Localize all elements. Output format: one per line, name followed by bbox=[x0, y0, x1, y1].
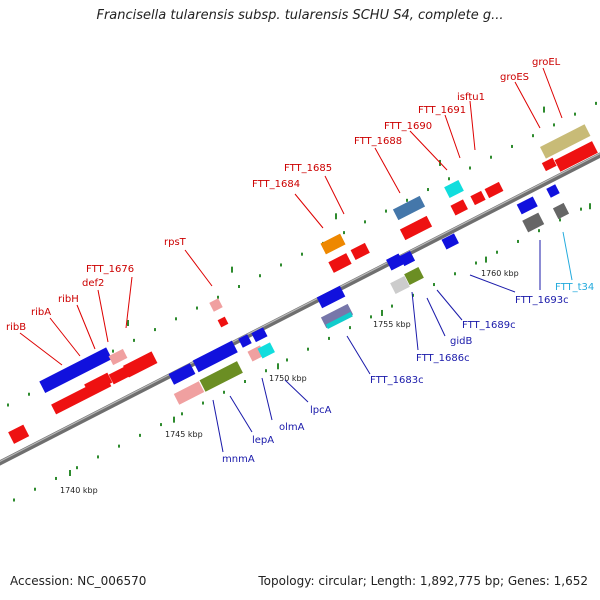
gene-label-mnmA[interactable]: mnmA bbox=[222, 454, 255, 465]
gene-feature[interactable] bbox=[209, 298, 223, 312]
gene-label-ribA[interactable]: ribA bbox=[31, 307, 51, 318]
gene-feature[interactable] bbox=[470, 190, 486, 206]
gene-label-FTT_1689c[interactable]: FTT_1689c bbox=[462, 320, 516, 331]
gene-feature[interactable] bbox=[399, 215, 433, 241]
accession-text: Accession: NC_006570 bbox=[10, 574, 147, 588]
gene-label-gidB[interactable]: gidB bbox=[450, 336, 472, 347]
gene-feature[interactable] bbox=[108, 348, 128, 366]
gene-feature[interactable] bbox=[350, 242, 370, 260]
gene-feature[interactable] bbox=[84, 372, 113, 395]
gene-label-ribB[interactable]: ribB bbox=[6, 322, 26, 333]
gene-feature[interactable] bbox=[316, 285, 346, 309]
scale-label-1740: 1740 kbp bbox=[60, 486, 98, 495]
gene-label-FTT_1686c[interactable]: FTT_1686c bbox=[416, 353, 470, 364]
gene-feature[interactable] bbox=[199, 361, 243, 392]
scale-label-1750: 1750 kbp bbox=[269, 374, 307, 383]
gene-feature[interactable] bbox=[516, 196, 538, 215]
gene-feature[interactable] bbox=[392, 195, 426, 221]
gene-feature[interactable] bbox=[450, 199, 468, 216]
gene-label-FTT_1684[interactable]: FTT_1684 bbox=[252, 179, 300, 190]
forward-strand-features bbox=[8, 124, 598, 444]
gene-feature[interactable] bbox=[238, 334, 252, 348]
gene-label-FTT_t34[interactable]: FTT_t34 bbox=[555, 282, 594, 293]
gene-feature[interactable] bbox=[390, 276, 410, 294]
gene-feature[interactable] bbox=[540, 124, 591, 159]
gene-feature[interactable] bbox=[546, 184, 560, 198]
gene-feature[interactable] bbox=[257, 342, 275, 359]
gene-feature[interactable] bbox=[552, 202, 570, 220]
gene-feature[interactable] bbox=[444, 180, 464, 198]
gene-label-FTT_1691[interactable]: FTT_1691 bbox=[418, 105, 466, 116]
gene-feature[interactable] bbox=[173, 381, 205, 405]
gene-feature[interactable] bbox=[320, 303, 354, 329]
gene-feature[interactable] bbox=[399, 250, 416, 267]
gene-feature[interactable] bbox=[39, 347, 113, 394]
minor-ticks bbox=[7, 101, 597, 502]
label-leader-lines bbox=[19, 67, 573, 453]
gene-feature[interactable] bbox=[251, 327, 268, 343]
gene-feature[interactable] bbox=[541, 157, 557, 172]
gene-feature[interactable] bbox=[328, 253, 352, 273]
reverse-strand-features bbox=[168, 184, 570, 405]
gene-label-FTT_1690[interactable]: FTT_1690 bbox=[384, 121, 432, 132]
gene-feature[interactable] bbox=[404, 267, 424, 285]
gene-label-groEL[interactable]: groEL bbox=[532, 57, 561, 68]
gene-label-lepA[interactable]: lepA bbox=[252, 435, 274, 446]
gene-label-isftu1[interactable]: isftu1 bbox=[457, 92, 485, 103]
gene-feature[interactable] bbox=[108, 366, 130, 385]
genome-backbone bbox=[0, 152, 600, 466]
gene-label-FTT_1683c[interactable]: FTT_1683c bbox=[370, 375, 424, 386]
gene-feature[interactable] bbox=[192, 340, 238, 373]
scale-label-1745: 1745 kbp bbox=[165, 430, 203, 439]
gene-feature[interactable] bbox=[484, 181, 504, 199]
gene-label-olmA[interactable]: olmA bbox=[279, 422, 305, 433]
gene-feature[interactable] bbox=[522, 212, 545, 233]
gene-feature[interactable] bbox=[320, 233, 346, 255]
gene-feature[interactable] bbox=[8, 424, 30, 444]
gene-feature[interactable] bbox=[441, 233, 459, 250]
gene-label-def2[interactable]: def2 bbox=[82, 278, 104, 289]
map-title: Francisella tularensis subsp. tularensis… bbox=[96, 8, 504, 23]
topology-text: Topology: circular; Length: 1,892,775 bp… bbox=[258, 574, 588, 588]
gene-label-lpcA[interactable]: lpcA bbox=[310, 405, 332, 416]
major-ticks bbox=[69, 106, 591, 476]
scale-label-1755: 1755 kbp bbox=[373, 320, 411, 329]
gene-feature[interactable] bbox=[554, 141, 598, 172]
gene-label-FTT_1688[interactable]: FTT_1688 bbox=[354, 136, 402, 147]
gene-feature[interactable] bbox=[217, 316, 229, 328]
gene-label-FTT_1693c[interactable]: FTT_1693c bbox=[515, 295, 569, 306]
gene-label-FTT_1676[interactable]: FTT_1676 bbox=[86, 264, 134, 275]
gene-label-groES[interactable]: groES bbox=[500, 72, 529, 83]
gene-feature[interactable] bbox=[168, 363, 196, 385]
gene-feature[interactable] bbox=[386, 253, 404, 271]
gene-label-FTT_1685[interactable]: FTT_1685 bbox=[284, 163, 332, 174]
genome-backbone-highlight bbox=[0, 152, 600, 463]
gene-label-rpsT[interactable]: rpsT bbox=[164, 237, 187, 248]
gene-label-ribH[interactable]: ribH bbox=[58, 294, 79, 305]
gene-feature[interactable] bbox=[325, 311, 353, 330]
gene-feature[interactable] bbox=[123, 351, 158, 378]
scale-label-1760: 1760 kbp bbox=[481, 269, 519, 278]
